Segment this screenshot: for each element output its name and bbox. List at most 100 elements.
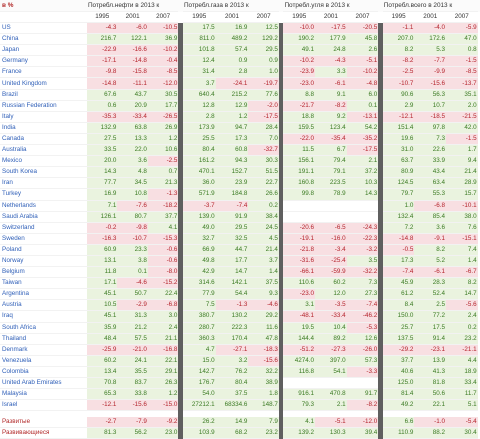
value-cell: -31.6 (283, 255, 316, 268)
value-cell: 56.3 (414, 89, 446, 101)
value-cell: 45.1 (86, 288, 118, 301)
value-cell: -20.6 (283, 222, 316, 234)
value-cell: 1.0 (382, 200, 415, 212)
country-label: Venezuela (0, 355, 87, 367)
value-cell: -46.2 (346, 310, 379, 323)
country-label: Russian Federation (0, 100, 87, 112)
value-cell: 39.4 (346, 427, 379, 439)
value-cell: 15.0 (182, 355, 216, 367)
value-cell: -6.7 (446, 266, 478, 279)
value-cell: 31.3 (117, 310, 148, 323)
value-cell: 191.1 (283, 166, 316, 179)
country-label: Turkey (0, 188, 87, 201)
table-row: Mexico 20.0 3.6 -2.5 161.2 94.3 30.3 156.1 79.4 2… (0, 155, 480, 168)
value-cell: -17.5 (248, 111, 279, 123)
value-cell (283, 200, 316, 212)
value-cell: 68334.6 (215, 399, 249, 412)
value-cell: 22.4 (147, 288, 179, 301)
value-cell: -5.4 (446, 417, 478, 429)
value-cell: -23.9 (283, 66, 316, 79)
value-cell: 42.9 (182, 266, 216, 279)
column-separator (278, 255, 284, 267)
column-separator (378, 266, 383, 278)
value-cell: 4.1 (147, 222, 179, 234)
year-header: 1995 (283, 11, 316, 23)
column-separator (278, 111, 284, 123)
column-separator (178, 399, 183, 411)
value-cell: 38.9 (248, 377, 279, 390)
value-cell: -17.5 (315, 22, 347, 35)
column-separator (178, 277, 183, 289)
value-cell: 77.7 (86, 177, 118, 190)
value-cell: 91.4 (414, 333, 446, 345)
column-separator (278, 366, 284, 378)
column-separator (278, 288, 284, 300)
column-separator (378, 299, 383, 311)
table-row: Switzerland -0.2 -9.8 4.1 49.0 29.5 24.5 -20.6-… (0, 222, 480, 234)
value-cell: 11.7 (446, 388, 478, 401)
column-separator (378, 166, 383, 178)
column-separator (178, 211, 183, 223)
value-cell: -10.5 (147, 22, 179, 35)
value-cell: 50.6 (414, 388, 446, 401)
value-cell: 17.5 (414, 322, 446, 334)
value-cell: 16.9 (86, 188, 118, 201)
column-separator (378, 44, 383, 56)
value-cell: 3.0 (147, 310, 179, 323)
column-separator (378, 288, 383, 300)
value-cell (346, 200, 379, 212)
value-cell: -51.2 (283, 344, 316, 356)
value-cell: 5.1 (446, 399, 478, 412)
country-label: Austria (0, 299, 87, 312)
value-cell: -7.6 (117, 200, 148, 212)
value-cell: -15.0 (147, 399, 179, 412)
value-cell: -4.6 (248, 299, 279, 312)
column-separator (477, 22, 480, 34)
value-cell: 15.7 (446, 188, 478, 201)
value-cell: -13.1 (346, 111, 379, 123)
value-cell: 30.5 (147, 89, 179, 101)
value-cell: 7.1 (86, 200, 118, 212)
value-cell: 49.2 (382, 399, 415, 412)
column-separator (178, 255, 183, 267)
value-cell: -3.7 (182, 200, 216, 212)
column-separator (178, 233, 183, 245)
value-cell: -48.1 (283, 310, 316, 323)
column-separator (477, 255, 480, 267)
country-label: Sweden (0, 233, 87, 245)
value-cell: -14.8 (382, 233, 415, 245)
column-separator (378, 89, 383, 101)
value-cell: 13.3 (117, 133, 148, 146)
value-cell: 8.4 (382, 299, 415, 312)
table-row: Norway 13.1 3.8 -0.6 49.8 17.7 3.7 -31.6 -25.4 3.… (0, 255, 480, 268)
value-cell: -6.0 (117, 22, 148, 35)
value-cell: 37.2 (346, 166, 379, 179)
value-cell: 3.3 (315, 66, 347, 79)
value-cell: -9.8 (86, 66, 118, 79)
value-cell: 159.5 (283, 122, 316, 134)
value-cell: 314.6 (182, 277, 216, 290)
value-cell: 123.4 (315, 122, 347, 134)
value-cell: -33.4 (315, 310, 347, 323)
value-cell: 3.6 (414, 222, 446, 234)
country-label: South Korea (0, 166, 87, 179)
value-cell: -9.2 (147, 417, 179, 429)
value-cell: -26.0 (346, 344, 379, 356)
value-cell (283, 377, 316, 390)
column-separator (477, 44, 480, 56)
value-cell: 29.1 (147, 366, 179, 379)
value-cell: 3.6 (117, 155, 148, 168)
value-cell: 9.1 (315, 89, 347, 101)
column-separator (278, 299, 284, 311)
value-cell: 17.3 (215, 133, 249, 146)
value-cell: 14.7 (215, 266, 249, 279)
table-row: Belgium 11.8 0.1 -8.0 42.9 14.7 1.4 -66.1 -59.9-… (0, 266, 480, 279)
value-cell: 81.8 (414, 377, 446, 390)
value-cell: 94.7 (215, 122, 249, 134)
value-cell: -10.2 (346, 66, 379, 79)
column-separator (178, 122, 183, 134)
table-row: France -9.8 -15.8 -8.5 31.4 2.8 1.0 -23.9 3.3 -10… (0, 66, 480, 79)
value-cell: 3.7 (182, 77, 216, 90)
value-cell: 9.3 (248, 288, 279, 301)
value-cell: -3.4 (315, 244, 347, 256)
